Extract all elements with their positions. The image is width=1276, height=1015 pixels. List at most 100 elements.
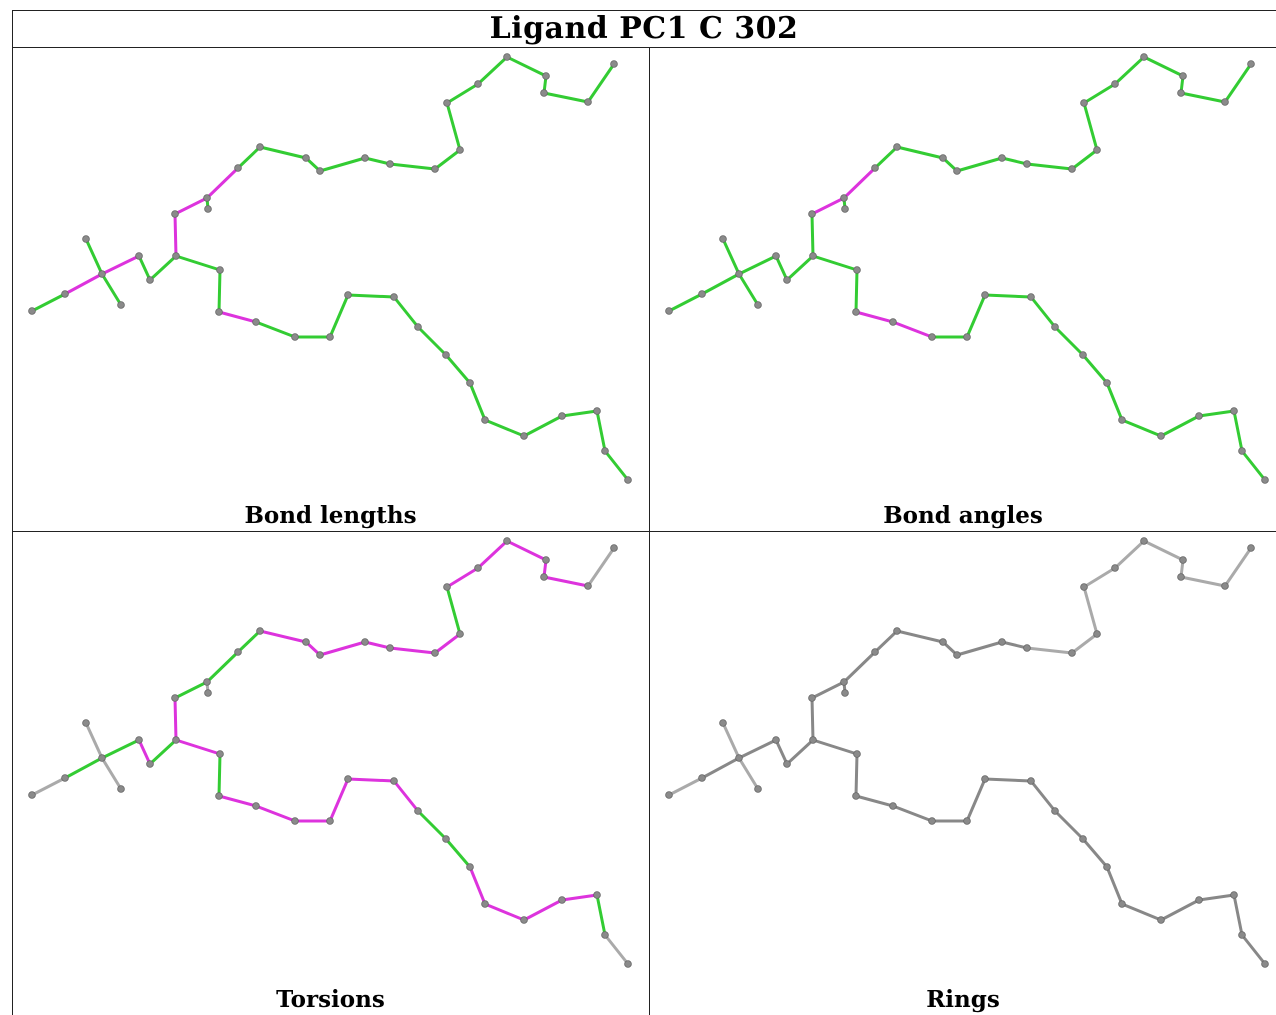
atom-d7 xyxy=(981,291,989,299)
bond-d16-d17 xyxy=(603,933,630,966)
bond-j-k xyxy=(173,212,178,258)
atom-d4 xyxy=(252,802,260,810)
atom-d15 xyxy=(1230,891,1238,899)
atom-d8 xyxy=(390,293,398,301)
atom-j xyxy=(172,252,180,260)
bond-c1-c2 xyxy=(774,254,789,282)
atom-d6 xyxy=(963,817,971,825)
bond-d6-d7 xyxy=(965,777,987,823)
atom-c2 xyxy=(146,760,154,768)
bond-d11-d12 xyxy=(1105,865,1124,906)
atom-u14 xyxy=(503,53,511,61)
atom-u16 xyxy=(540,89,548,97)
atom-u14 xyxy=(503,537,511,545)
bond-d11-d12 xyxy=(468,865,487,906)
atom-d13 xyxy=(520,916,528,924)
atom-u4 xyxy=(234,648,242,656)
bond-u9-u10 xyxy=(388,162,437,171)
atom-d12 xyxy=(1118,900,1126,908)
atom-u5 xyxy=(893,143,901,151)
atom-u13 xyxy=(474,564,482,572)
atom-d17 xyxy=(624,476,632,484)
bond-d11-d12 xyxy=(1105,381,1124,422)
bond-u10-u11 xyxy=(433,148,462,171)
atom-d2 xyxy=(853,750,861,758)
atom-d2 xyxy=(216,750,224,758)
bond-u12-u13 xyxy=(445,82,480,105)
atom-d12 xyxy=(481,416,489,424)
atom-u12 xyxy=(443,583,451,591)
atom-u18 xyxy=(610,544,618,552)
atom-d10 xyxy=(442,351,450,359)
atom-k xyxy=(808,210,816,218)
atom-u10 xyxy=(1068,165,1076,173)
bond-d13-d14 xyxy=(522,414,564,438)
atom-u16 xyxy=(540,573,548,581)
atom-u15 xyxy=(1179,72,1187,80)
caption-bond-lengths: Bond lengths xyxy=(244,501,417,529)
atom-d10 xyxy=(1079,351,1087,359)
atom-u10 xyxy=(431,165,439,173)
atom-u13 xyxy=(1111,564,1119,572)
bond-d10-d11 xyxy=(1081,837,1109,869)
atom-t2 xyxy=(61,290,69,298)
atom-c2 xyxy=(783,276,791,284)
atom-u13 xyxy=(474,80,482,88)
atom-d1 xyxy=(117,301,125,309)
bond-b-u1 xyxy=(721,721,741,760)
bond-u13-u14 xyxy=(476,55,509,86)
bond-u11-u12 xyxy=(1082,101,1099,152)
atom-d8 xyxy=(390,777,398,785)
panel-bond-angles xyxy=(665,53,1269,484)
bond-d6-d7 xyxy=(965,293,987,339)
bond-k-u2 xyxy=(173,680,209,700)
bond-d7-d8 xyxy=(346,777,396,783)
atom-d10 xyxy=(1079,835,1087,843)
bond-d8-d9 xyxy=(392,295,420,329)
bond-c2-j xyxy=(148,738,178,766)
atom-u7 xyxy=(953,167,961,175)
atom-d15 xyxy=(1230,407,1238,415)
atom-t1 xyxy=(28,791,36,799)
page-title: Ligand PC1 C 302 xyxy=(489,10,799,46)
bond-t2-b xyxy=(63,756,104,780)
atom-d9 xyxy=(1051,323,1059,331)
bond-d3-d4 xyxy=(854,794,895,808)
bond-c1-c2 xyxy=(137,738,152,766)
atom-d5 xyxy=(291,817,299,825)
atom-d7 xyxy=(981,775,989,783)
bond-b-d1 xyxy=(100,272,123,307)
bond-d6-d7 xyxy=(328,293,350,339)
bond-c1-c2 xyxy=(774,738,789,766)
atom-u4 xyxy=(871,648,879,656)
atom-d1 xyxy=(754,785,762,793)
atom-d13 xyxy=(1157,916,1165,924)
atom-d17 xyxy=(624,960,632,968)
bond-d7-d8 xyxy=(983,777,1033,783)
atom-d1 xyxy=(754,301,762,309)
atom-d2 xyxy=(216,266,224,274)
bond-d12-d13 xyxy=(483,902,526,922)
atom-d17 xyxy=(1261,960,1269,968)
atom-d14 xyxy=(558,896,566,904)
bond-d10-d11 xyxy=(1081,353,1109,385)
atom-u11 xyxy=(456,146,464,154)
atom-d1 xyxy=(117,785,125,793)
atom-d14 xyxy=(1195,412,1203,420)
bond-t2-b xyxy=(700,272,741,296)
bond-d3-d4 xyxy=(854,310,895,324)
bond-t1-t2 xyxy=(667,292,704,313)
atom-d11 xyxy=(1103,379,1111,387)
atom-d10 xyxy=(442,835,450,843)
atom-d16 xyxy=(1238,447,1246,455)
bond-u9-u10 xyxy=(1025,162,1074,171)
bond-u11-u12 xyxy=(1082,585,1099,636)
bond-u16-u17 xyxy=(542,91,590,104)
atom-u15 xyxy=(1179,556,1187,564)
grid-line-top xyxy=(12,10,1276,11)
atom-d8 xyxy=(1027,293,1035,301)
bond-u8-u9 xyxy=(1000,640,1029,650)
atom-u8 xyxy=(361,154,369,162)
atom-c1 xyxy=(772,736,780,744)
